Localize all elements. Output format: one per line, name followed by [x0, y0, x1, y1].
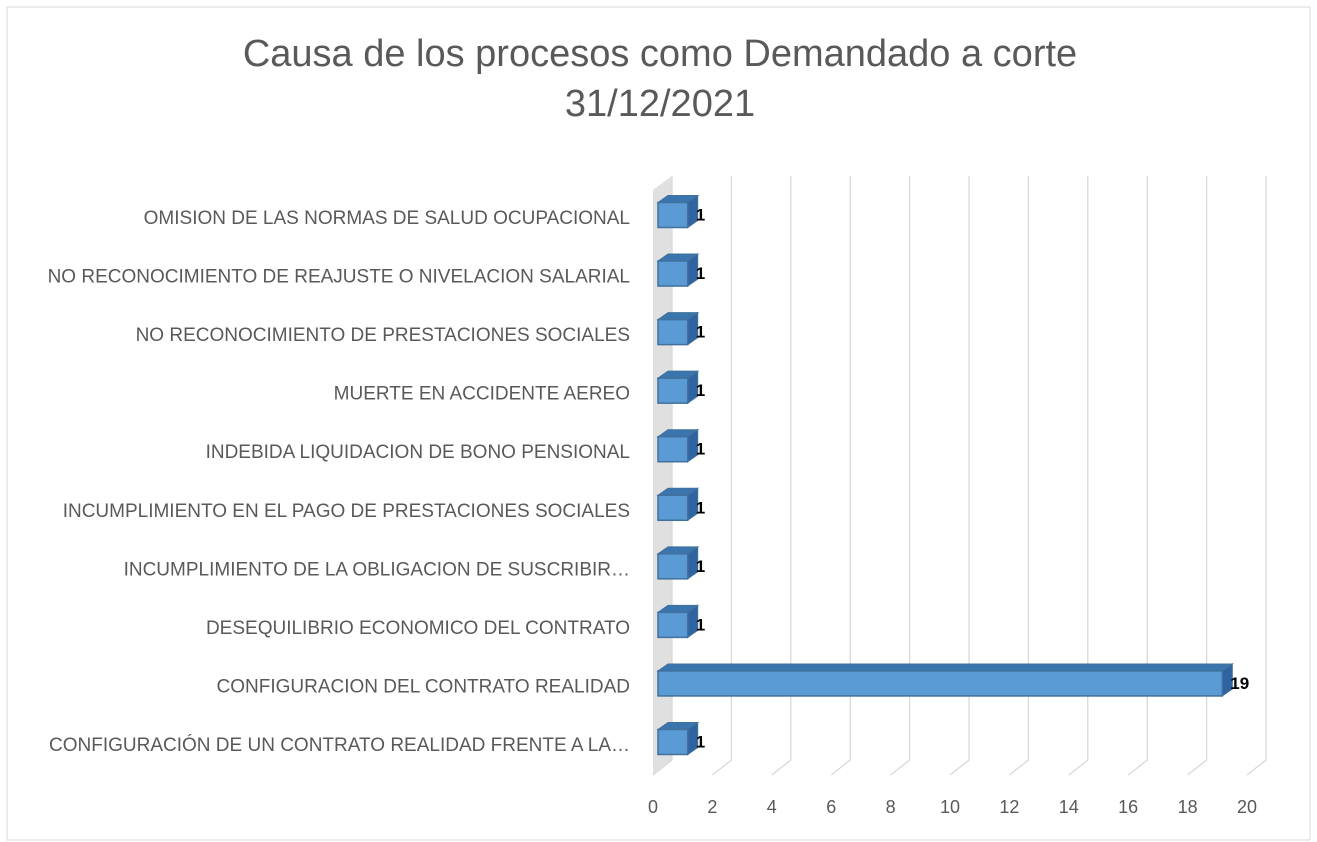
bar — [657, 318, 689, 346]
bar — [657, 377, 689, 404]
data-label: 1 — [696, 498, 705, 517]
bar — [657, 728, 689, 756]
grid-line — [1246, 176, 1267, 776]
y-tick-label: MUERTE EN ACCIDENTE AEREO — [334, 384, 630, 405]
y-tick-label: CONFIGURACION DEL CONTRATO REALIDAD — [217, 676, 630, 697]
y-tick-label: NO RECONOCIMIENTO DE PRESTACIONES SOCIAL… — [136, 325, 630, 346]
bar — [657, 260, 689, 287]
chart-title: 31/12/2021 — [565, 83, 755, 125]
grid-line — [771, 176, 792, 776]
x-tick-label: 18 — [1178, 797, 1198, 817]
grid-line — [949, 176, 970, 776]
x-tick-label: 0 — [648, 797, 658, 817]
data-label: 1 — [696, 440, 705, 459]
y-tick-label: INDEBIDA LIQUIDACION DE BONO PENSIONAL — [206, 442, 630, 463]
grid-line — [1008, 176, 1030, 776]
x-tick-label: 2 — [707, 797, 717, 817]
data-label: 1 — [696, 205, 705, 224]
y-tick-label: NO RECONOCIMIENTO DE REAJUSTE O NIVELACI… — [48, 267, 630, 288]
bar-top — [656, 663, 1234, 672]
x-tick-label: 10 — [940, 797, 960, 817]
x-tick-label: 8 — [886, 797, 896, 817]
y-tick-label: OMISION DE LAS NORMAS DE SALUD OCUPACION… — [144, 208, 630, 229]
grid-line — [1127, 176, 1148, 776]
grid-line — [711, 176, 733, 776]
data-label: 19 — [1230, 674, 1249, 693]
y-tick-label: INCUMPLIMIENTO EN EL PAGO DE PRESTACIONE… — [63, 501, 630, 522]
x-tick-label: 4 — [767, 797, 777, 817]
y-tick-label: DESEQUILIBRIO ECONOMICO DEL CONTRATO — [206, 618, 630, 639]
bar — [657, 494, 689, 522]
data-label: 1 — [696, 732, 705, 751]
data-label: 1 — [696, 557, 705, 576]
grid-line — [1068, 176, 1089, 776]
bar — [657, 435, 689, 463]
data-label: 1 — [696, 381, 705, 400]
x-tick-label: 12 — [999, 797, 1019, 817]
x-tick-label: 14 — [1059, 797, 1079, 817]
bar — [657, 201, 689, 229]
x-tick-label: 16 — [1118, 797, 1138, 817]
data-label: 1 — [696, 264, 705, 283]
y-tick-label: INCUMPLIMIENTO DE LA OBLIGACION DE SUSCR… — [124, 559, 630, 580]
bar — [657, 553, 689, 580]
y-tick-label: CONFIGURACIÓN DE UN CONTRATO REALIDAD FR… — [49, 734, 630, 756]
bar — [657, 611, 689, 639]
grid-line — [830, 176, 851, 776]
data-label: 1 — [696, 615, 705, 634]
x-tick-label: 20 — [1237, 797, 1257, 817]
grid-line — [1187, 176, 1208, 776]
grid-line — [890, 176, 911, 776]
chart-title: Causa de los procesos como Demandado a c… — [243, 33, 1077, 75]
x-tick-label: 6 — [826, 797, 836, 817]
data-label: 1 — [696, 323, 705, 342]
bar — [657, 670, 1224, 697]
